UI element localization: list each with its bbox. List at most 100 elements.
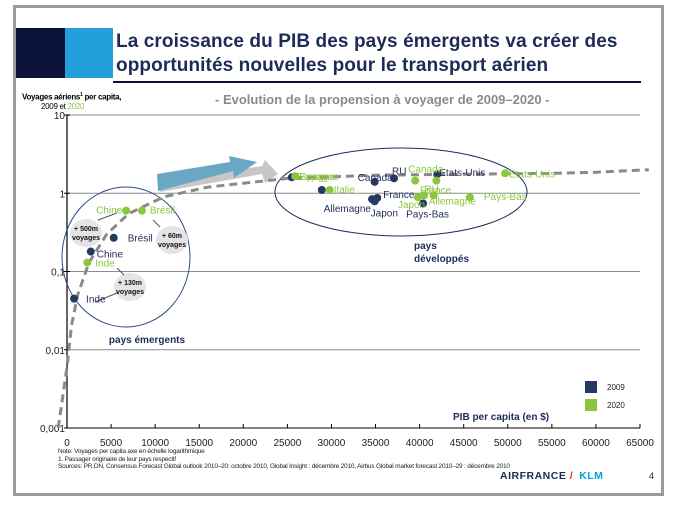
annotation-text: + 130m: [118, 280, 142, 287]
point-label: Allemagne: [324, 204, 372, 215]
data-point-2020: [432, 176, 441, 185]
logo-slash: /: [569, 470, 574, 482]
slide-frame: [13, 5, 664, 496]
point-label: Etats-Unis: [439, 168, 485, 179]
data-point-2020: [465, 193, 474, 202]
y-tick-label: 10: [54, 111, 66, 122]
data-point-2020: [501, 169, 510, 178]
point-label: RU: [392, 166, 406, 177]
point-label: Canada: [408, 165, 443, 176]
point-label: Brésil: [128, 234, 153, 245]
chart-legend: 2009 2020: [585, 378, 625, 414]
axes: [64, 114, 641, 429]
data-point-2020: [137, 206, 146, 215]
annotation-text: voyages: [116, 289, 144, 296]
y-axis-label-rest: per capita,: [82, 92, 122, 102]
data-point-2020: [411, 176, 420, 185]
page-number: 4: [649, 471, 655, 481]
x-tick-label: 65000: [626, 438, 654, 449]
slide-title-line-2: opportunités nouvelles pour le transport…: [116, 55, 549, 76]
x-tick-label: 5000: [100, 438, 123, 449]
x-tick-label: 30000: [318, 438, 346, 449]
data-points: [70, 169, 510, 303]
arrow-body: [157, 156, 257, 191]
legend-item-2009: 2009: [585, 378, 625, 396]
point-label: Japon: [371, 208, 398, 219]
data-point-2009: [70, 294, 79, 303]
data-point-2020: [122, 206, 131, 215]
y-axis-label-years-prefix: 2009 et: [41, 102, 68, 111]
logo-airfrance: AIRFRANCE: [500, 470, 567, 482]
point-label: Inde: [95, 259, 115, 270]
data-point-2009: [373, 193, 382, 202]
group-ellipses: [61, 147, 528, 328]
point-label: Pays-Bas: [406, 209, 449, 220]
annotation-pointer: [116, 267, 125, 276]
x-tick-label: 25000: [273, 438, 301, 449]
x-tick-label: 60000: [582, 438, 610, 449]
data-point-2020: [325, 186, 334, 195]
gridlines: [67, 114, 640, 351]
airfrance-klm-logo: AIRFRANCE / KLM: [500, 470, 603, 482]
data-point-2009: [109, 233, 118, 242]
group-labels: pays émergents pays développés: [109, 241, 470, 346]
note-log-scale: Note: Voyages per capita axe en échelle …: [58, 448, 205, 455]
y-axis-label-footnote: 1: [80, 92, 83, 98]
point-label: Pays-Bas: [484, 192, 527, 203]
x-tick-label: 40000: [406, 438, 434, 449]
point-label: Allemagne: [429, 196, 477, 207]
data-point-2020: [291, 172, 300, 181]
point-label: Inde: [86, 295, 106, 306]
x-tick-label: 55000: [538, 438, 566, 449]
arrow-shadow: [157, 160, 278, 192]
title-decoration-light-square: [65, 28, 113, 78]
group-label-developed: pays: [414, 241, 437, 252]
legend-item-2020: 2020: [585, 396, 625, 414]
point-label: Etats-Unis: [509, 169, 555, 180]
annotation-text: + 60m: [162, 233, 182, 240]
developed-countries-ellipse: [274, 147, 528, 237]
x-tick-label: 45000: [450, 438, 478, 449]
slide-title-line-1: La croissance du PIB des pays émergents …: [116, 31, 618, 52]
x-tick-label: 10000: [141, 438, 169, 449]
data-point-2009: [86, 247, 95, 256]
y-axis-label: Voyages aériens1 per capita,: [22, 92, 121, 102]
x-tick-label: 15000: [185, 438, 213, 449]
x-tick-label: 50000: [494, 438, 522, 449]
y-axis-label-main: Voyages aériens: [22, 92, 81, 102]
y-tick-label: 0,001: [40, 424, 65, 435]
x-tick-label: 20000: [229, 438, 257, 449]
data-point-2009: [317, 186, 326, 195]
footnotes: Note: Voyages per capita axe en échelle …: [58, 448, 510, 471]
x-tick-label: 35000: [362, 438, 390, 449]
annotation-bubbles: + 500m voyages + 60m voyages + 130m voyages: [70, 212, 188, 303]
point-label: Japon: [398, 200, 425, 211]
data-point-2009: [370, 177, 379, 186]
point-label: Chine: [97, 250, 124, 261]
point-label: Chine: [96, 206, 123, 217]
group-label-developed: développés: [414, 254, 469, 265]
y-tick-label: 0,1: [51, 268, 65, 279]
legend-swatch-2009: [585, 381, 597, 393]
point-label: RU: [424, 185, 438, 196]
data-point-2009: [433, 170, 442, 179]
trend-curve: [56, 168, 649, 429]
title-divider: [113, 81, 641, 83]
note-passenger: 1. Passager originaire de leur pays resp…: [58, 455, 176, 463]
annotation-bubble: [114, 273, 146, 301]
x-tick-label: 0: [64, 438, 70, 449]
point-label: Italie: [334, 185, 356, 196]
legend-label-2020: 2020: [607, 400, 625, 410]
annotation-pointer: [94, 292, 118, 303]
annotation-text: + 500m: [74, 226, 98, 233]
point-label: Brésil: [150, 206, 175, 217]
y-axis-label-years: 2009 et 2020: [41, 102, 84, 111]
point-label: Canada: [358, 173, 393, 184]
point-label: France: [383, 190, 415, 201]
trend-curve-path: [56, 168, 649, 429]
slide-title: La croissance du PIB des pays émergents …: [116, 30, 636, 78]
point-label: France: [420, 185, 452, 196]
annotation-text: voyages: [72, 235, 100, 242]
